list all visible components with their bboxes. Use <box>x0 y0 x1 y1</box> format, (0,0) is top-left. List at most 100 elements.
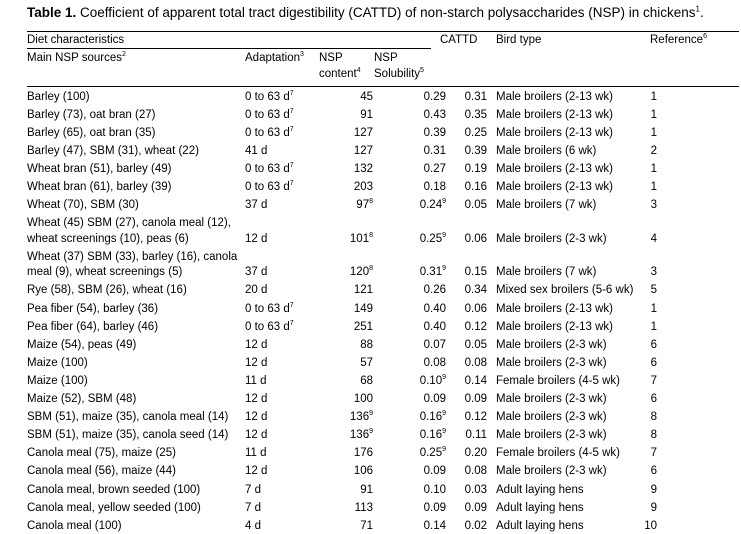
cell-cattd: 0.06 <box>464 232 487 245</box>
cell-nsp-solubility: 0.31 <box>423 144 446 157</box>
cell-adaptation: 12 d <box>245 356 268 369</box>
cell-adaptation: 12 d <box>245 232 268 245</box>
cell-cattd: 0.09 <box>464 393 487 405</box>
cell-nsp-solubility: 0.08 <box>423 356 446 369</box>
cell-main-nsp-sources: wheat screenings (10), peas (6) <box>27 232 189 245</box>
cell-nsp-content: 251 <box>353 320 373 333</box>
cell-adaptation: 0 to 63 d7 <box>245 125 294 139</box>
cell-reference: 6 <box>650 393 657 405</box>
diet-characteristics-rule <box>27 48 431 49</box>
cell-nsp-content: 1369 <box>349 428 373 442</box>
cell-adaptation: 0 to 63 d7 <box>245 301 294 315</box>
cell-nsp-solubility: 0.109 <box>419 374 446 387</box>
cell-adaptation: 0 to 63 d7 <box>245 162 294 175</box>
cell-reference: 10 <box>644 519 657 532</box>
cell-cattd: 0.05 <box>464 338 487 351</box>
header-main-nsp-sources: Main NSP sources2 <box>27 51 126 64</box>
cell-nsp-solubility: 0.09 <box>423 393 446 405</box>
cell-main-nsp-sources: Barley (73), oat bran (27) <box>27 108 156 121</box>
cell-nsp-content: 1208 <box>349 265 373 279</box>
cell-main-nsp-sources: Wheat (45) SBM (27), canola meal (12), <box>27 217 231 230</box>
cell-reference: 1 <box>650 108 657 121</box>
cell-adaptation: 11 d <box>245 447 267 460</box>
cell-reference: 1 <box>650 90 657 103</box>
cell-nsp-content: 127 <box>353 126 373 139</box>
cell-reference: 1 <box>650 181 657 193</box>
cell-nsp-content: 45 <box>360 90 373 103</box>
header-nsp-content-line2: content4 <box>319 67 361 80</box>
cell-nsp-content: 88 <box>360 338 373 351</box>
cell-main-nsp-sources: Pea fiber (64), barley (46) <box>27 320 159 333</box>
cell-cattd: 0.25 <box>464 126 487 139</box>
cell-main-nsp-sources: Rye (58), SBM (26), wheat (16) <box>27 284 187 297</box>
header-nsp-content-line1: NSP <box>319 52 343 64</box>
cell-nsp-content: 121 <box>353 284 373 297</box>
cell-adaptation: 7 d <box>245 483 261 496</box>
cell-nsp-content: 176 <box>353 447 373 460</box>
cell-bird-type: Male broilers (2-13 wk) <box>496 126 613 139</box>
cell-nsp-content: 132 <box>353 162 373 175</box>
cell-bird-type: Male broilers (7 wk) <box>496 266 597 279</box>
cell-main-nsp-sources: Barley (100) <box>27 90 90 103</box>
cell-reference: 9 <box>650 501 657 514</box>
cell-nsp-solubility: 0.27 <box>423 162 446 175</box>
cell-reference: 7 <box>650 447 657 460</box>
cell-main-nsp-sources: Canola meal (75), maize (25) <box>27 447 176 460</box>
cell-adaptation: 7 d <box>245 501 261 514</box>
cell-bird-type: Male broilers (2-13 wk) <box>496 181 613 193</box>
cell-reference: 6 <box>650 465 657 478</box>
cell-reference: 1 <box>650 320 657 333</box>
cell-main-nsp-sources: Maize (52), SBM (48) <box>27 393 137 405</box>
cell-adaptation: 11 d <box>245 374 267 387</box>
cell-cattd: 0.12 <box>464 411 487 424</box>
cell-cattd: 0.02 <box>464 519 487 532</box>
cell-nsp-solubility: 0.39 <box>423 126 446 139</box>
cell-main-nsp-sources: Wheat (70), SBM (30) <box>27 199 139 212</box>
cell-reference: 4 <box>650 232 657 245</box>
header-reference: Reference6 <box>650 33 707 46</box>
cell-nsp-solubility: 0.259 <box>419 446 446 460</box>
cell-bird-type: Female broilers (4-5 wk) <box>496 374 620 387</box>
cell-main-nsp-sources: Maize (100) <box>27 356 88 369</box>
cell-cattd: 0.05 <box>464 199 487 212</box>
cell-bird-type: Male broilers (7 wk) <box>496 199 597 212</box>
cell-nsp-content: 106 <box>353 465 373 478</box>
cell-nsp-content: 978 <box>356 198 373 212</box>
cell-main-nsp-sources: Wheat (37) SBM (33), barley (16), canola <box>27 250 238 263</box>
cell-main-nsp-sources: SBM (51), maize (35), canola seed (14) <box>27 429 229 442</box>
cell-adaptation: 0 to 63 d7 <box>245 89 294 103</box>
cell-adaptation: 12 d <box>245 429 268 442</box>
cell-reference: 5 <box>650 284 657 297</box>
cell-cattd: 0.08 <box>464 465 487 478</box>
cell-main-nsp-sources: Canola meal (56), maize (44) <box>27 465 176 478</box>
cell-nsp-solubility: 0.09 <box>423 501 446 514</box>
header-cattd: CATTD <box>440 34 478 46</box>
header-bottom-rule <box>27 86 739 87</box>
cell-reference: 7 <box>650 374 657 387</box>
cell-adaptation: 12 d <box>245 411 268 424</box>
cell-bird-type: Mixed sex broilers (5-6 wk) <box>496 284 634 297</box>
cell-nsp-solubility: 0.07 <box>423 338 446 351</box>
cell-main-nsp-sources: Maize (54), peas (49) <box>27 338 137 351</box>
cell-nsp-solubility: 0.14 <box>423 519 446 532</box>
cell-nsp-content: 1018 <box>349 231 373 245</box>
cell-bird-type: Male broilers (2-13 wk) <box>496 320 613 333</box>
header-diet-characteristics: Diet characteristics <box>27 34 125 46</box>
cell-nsp-content: 127 <box>353 144 373 157</box>
cell-reference: 1 <box>650 126 657 139</box>
cell-main-nsp-sources: Canola meal, brown seeded (100) <box>27 483 201 496</box>
nsp-digestibility-table: Diet characteristics Main NSP sources2 A… <box>27 30 739 532</box>
cell-nsp-solubility: 0.169 <box>419 428 446 442</box>
cell-reference: 6 <box>650 356 657 369</box>
cell-main-nsp-sources: Pea fiber (54), barley (36) <box>27 302 159 315</box>
cell-nsp-content: 91 <box>360 483 373 496</box>
cell-nsp-solubility: 0.259 <box>419 231 446 245</box>
cell-nsp-solubility: 0.10 <box>423 483 446 496</box>
cell-cattd: 0.16 <box>464 181 487 193</box>
cell-reference: 9 <box>650 483 657 496</box>
cell-bird-type: Female broilers (4-5 wk) <box>496 447 620 460</box>
cell-cattd: 0.34 <box>464 284 487 297</box>
cell-nsp-content: 149 <box>353 302 373 315</box>
cell-cattd: 0.15 <box>464 266 487 279</box>
cell-nsp-solubility: 0.319 <box>419 265 446 279</box>
